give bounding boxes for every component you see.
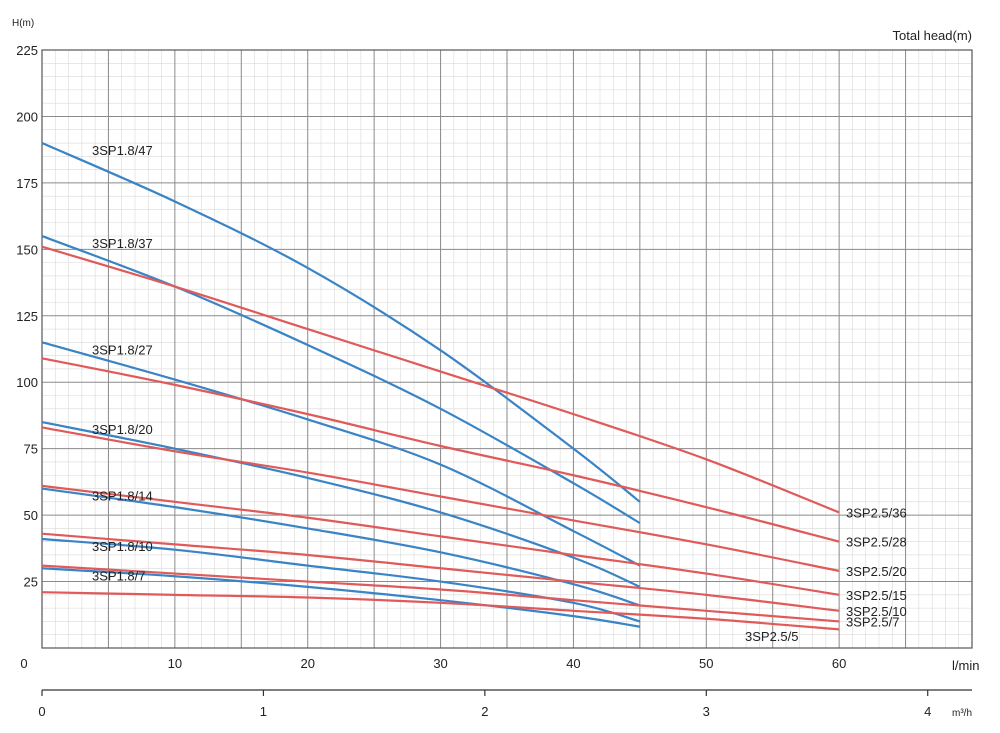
series-label-3sp1-8-14: 3SP1.8/14 — [92, 489, 153, 504]
series-label-3sp2-5-5: 3SP2.5/5 — [745, 629, 799, 644]
x2-tick-label: 1 — [260, 704, 267, 719]
series-label-3sp1-8-20: 3SP1.8/20 — [92, 422, 153, 437]
series-label-3sp2-5-7: 3SP2.5/7 — [846, 614, 900, 629]
y-tick-label: 100 — [16, 375, 38, 390]
series-label-3sp1-8-7: 3SP1.8/7 — [92, 568, 146, 583]
x-tick-label: 60 — [832, 656, 846, 671]
curve-3sp2-5-15 — [41, 484, 840, 596]
x-tick-label: 30 — [433, 656, 447, 671]
curve-3sp1-8-37 — [41, 235, 641, 525]
x2-axis-unit: m³/h — [952, 708, 972, 719]
curve-3sp1-8-20 — [41, 421, 641, 588]
series-label-3sp1-8-37: 3SP1.8/37 — [92, 236, 153, 251]
y-tick-label: 200 — [16, 109, 38, 124]
series-label-3sp1-8-47: 3SP1.8/47 — [92, 143, 153, 158]
series-label-3sp1-8-10: 3SP1.8/10 — [92, 539, 153, 554]
x2-tick-label: 4 — [924, 704, 931, 719]
curve-3sp2-5-20 — [41, 426, 840, 573]
y-axis-label: H(m) — [12, 18, 34, 29]
curve-3sp2-5-28 — [41, 357, 840, 543]
y-tick-label: 150 — [16, 242, 38, 257]
y-tick-label: 50 — [24, 508, 38, 523]
x2-tick-label: 3 — [703, 704, 710, 719]
curve-3sp1-8-47 — [41, 142, 641, 503]
y-tick-label: 225 — [16, 43, 38, 58]
y-tick-label: 75 — [24, 442, 38, 457]
curve-3sp1-8-7 — [41, 567, 641, 628]
x-tick-label: 40 — [566, 656, 580, 671]
curve-3sp1-8-27 — [41, 341, 641, 567]
x2-tick-label: 0 — [38, 704, 45, 719]
x-axis-unit: l/min — [952, 658, 979, 673]
curve-3sp2-5-5 — [41, 591, 840, 631]
series-label-3sp2-5-10: 3SP2.5/10 — [846, 604, 907, 619]
curve-3sp2-5-36 — [41, 245, 840, 514]
curve-3sp2-5-10 — [41, 532, 840, 612]
x-tick-label: 10 — [168, 656, 182, 671]
x-tick-label: 0 — [20, 656, 27, 671]
curve-label-group: 3SP1.8/47 3SP1.8/37 3SP1.8/27 3SP1.8/20 3SP1… — [92, 143, 907, 644]
series-label-3sp2-5-28: 3SP2.5/28 — [846, 535, 907, 550]
plot-frame — [41, 49, 973, 649]
plot-grid — [41, 49, 973, 649]
x-tick-label: 50 — [699, 656, 713, 671]
curve-3sp1-8-10 — [41, 537, 641, 623]
x-tick-label: 20 — [300, 656, 314, 671]
series-label-3sp1-8-27: 3SP1.8/27 — [92, 342, 153, 357]
y-tick-label: 25 — [24, 575, 38, 590]
series-label-3sp2-5-15: 3SP2.5/15 — [846, 588, 907, 603]
curve-3sp2-5-7 — [41, 564, 840, 623]
chart-title: Total head(m) — [893, 28, 972, 43]
x2-tick-label: 2 — [481, 704, 488, 719]
series-label-3sp2-5-20: 3SP2.5/20 — [846, 564, 907, 579]
axes-group: 25 50 75 100 125 150 175 200 225 0 10 20 30 40 50 60 0 1 2… — [16, 43, 972, 719]
curve-group — [41, 142, 840, 631]
series-label-3sp2-5-36: 3SP2.5/36 — [846, 505, 907, 520]
curve-3sp1-8-14 — [41, 487, 641, 607]
y-tick-label: 125 — [16, 309, 38, 324]
y-tick-label: 175 — [16, 176, 38, 191]
